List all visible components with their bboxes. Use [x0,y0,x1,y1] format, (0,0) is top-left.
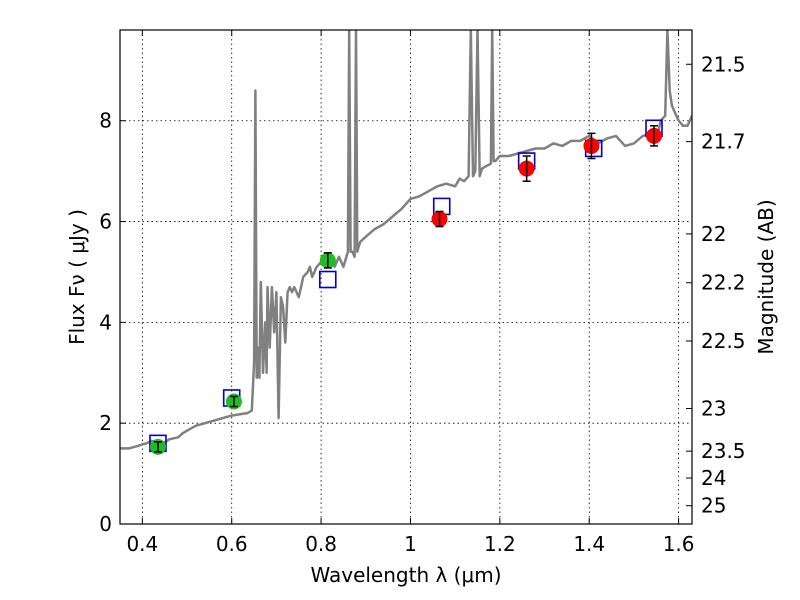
plot-frame [119,29,693,525]
x-tick-label: 0.4 [126,532,158,556]
plot-area [120,30,692,455]
y-tick-label: 6 [99,210,112,234]
mag-tick-label: 25 [701,494,726,518]
sed-line [120,30,692,450]
mag-tick-label: 22.2 [701,271,746,295]
y-axis-right-label: Magnitude (AB) [754,199,778,354]
x-tick-label: 1 [404,532,417,556]
mag-tick-label: 24 [701,466,726,490]
mag-tick-label: 22.5 [701,329,746,353]
y-tick-label: 4 [99,310,112,334]
y-tick-label: 8 [99,109,112,133]
x-tick-label: 0.8 [305,532,337,556]
x-tick-label: 1.2 [484,532,516,556]
x-tick-label: 1.4 [573,532,605,556]
y-tick-label: 2 [99,411,112,435]
mag-tick-label: 23 [701,397,726,421]
x-tick-label: 1.6 [663,532,695,556]
x-axis-label: Wavelength λ (μm) [310,563,501,587]
y-axis-label: Flux Fν ( μJy ) [65,209,89,345]
y-tick-label: 0 [99,512,112,536]
mag-tick-label: 22 [701,222,726,246]
axes: 0.4 0.6 0.8 1 1.2 1.4 1.60246821.521.72222.222… [99,30,746,556]
mag-tick-label: 23.5 [701,439,746,463]
grid [120,30,692,524]
mag-tick-label: 21.5 [701,52,746,76]
mag-tick-label: 21.7 [701,130,746,154]
x-tick-label: 0.6 [216,532,248,556]
model-band-square [318,270,337,289]
